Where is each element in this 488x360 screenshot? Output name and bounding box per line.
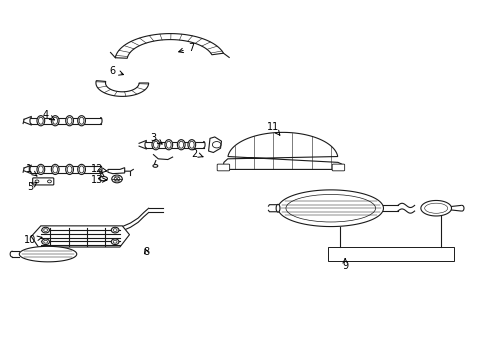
Text: 1: 1 <box>26 165 37 176</box>
Polygon shape <box>420 201 450 216</box>
Circle shape <box>41 227 49 233</box>
Ellipse shape <box>153 165 158 167</box>
Ellipse shape <box>152 140 160 150</box>
Text: 4: 4 <box>42 110 54 120</box>
Ellipse shape <box>78 116 85 126</box>
Text: 7: 7 <box>178 43 195 53</box>
Polygon shape <box>96 81 148 96</box>
Polygon shape <box>115 33 223 58</box>
Ellipse shape <box>164 140 172 150</box>
Text: 6: 6 <box>109 66 123 76</box>
Text: 12: 12 <box>91 165 107 174</box>
Text: 13: 13 <box>91 175 106 185</box>
FancyBboxPatch shape <box>331 164 344 171</box>
Polygon shape <box>31 226 129 247</box>
FancyBboxPatch shape <box>33 178 54 185</box>
Polygon shape <box>108 168 124 174</box>
Ellipse shape <box>37 164 44 175</box>
Text: 10: 10 <box>23 235 42 245</box>
Text: 11: 11 <box>266 122 279 135</box>
Ellipse shape <box>65 164 73 175</box>
Text: 2: 2 <box>191 149 203 158</box>
Text: 3: 3 <box>150 133 162 144</box>
Ellipse shape <box>37 116 44 126</box>
Polygon shape <box>223 132 342 170</box>
Ellipse shape <box>187 140 195 150</box>
Polygon shape <box>278 190 383 226</box>
Text: 5: 5 <box>28 182 37 192</box>
Ellipse shape <box>276 204 280 212</box>
Circle shape <box>111 227 119 233</box>
Text: 9: 9 <box>342 258 347 271</box>
Circle shape <box>111 239 119 244</box>
Ellipse shape <box>65 116 73 126</box>
Ellipse shape <box>51 164 59 175</box>
Circle shape <box>112 175 122 183</box>
Circle shape <box>41 239 49 244</box>
FancyBboxPatch shape <box>217 164 229 171</box>
Polygon shape <box>208 137 221 153</box>
Ellipse shape <box>99 176 107 181</box>
Ellipse shape <box>51 116 59 126</box>
Text: 8: 8 <box>143 247 149 257</box>
Ellipse shape <box>78 164 85 175</box>
Ellipse shape <box>177 140 185 150</box>
Polygon shape <box>19 246 77 262</box>
